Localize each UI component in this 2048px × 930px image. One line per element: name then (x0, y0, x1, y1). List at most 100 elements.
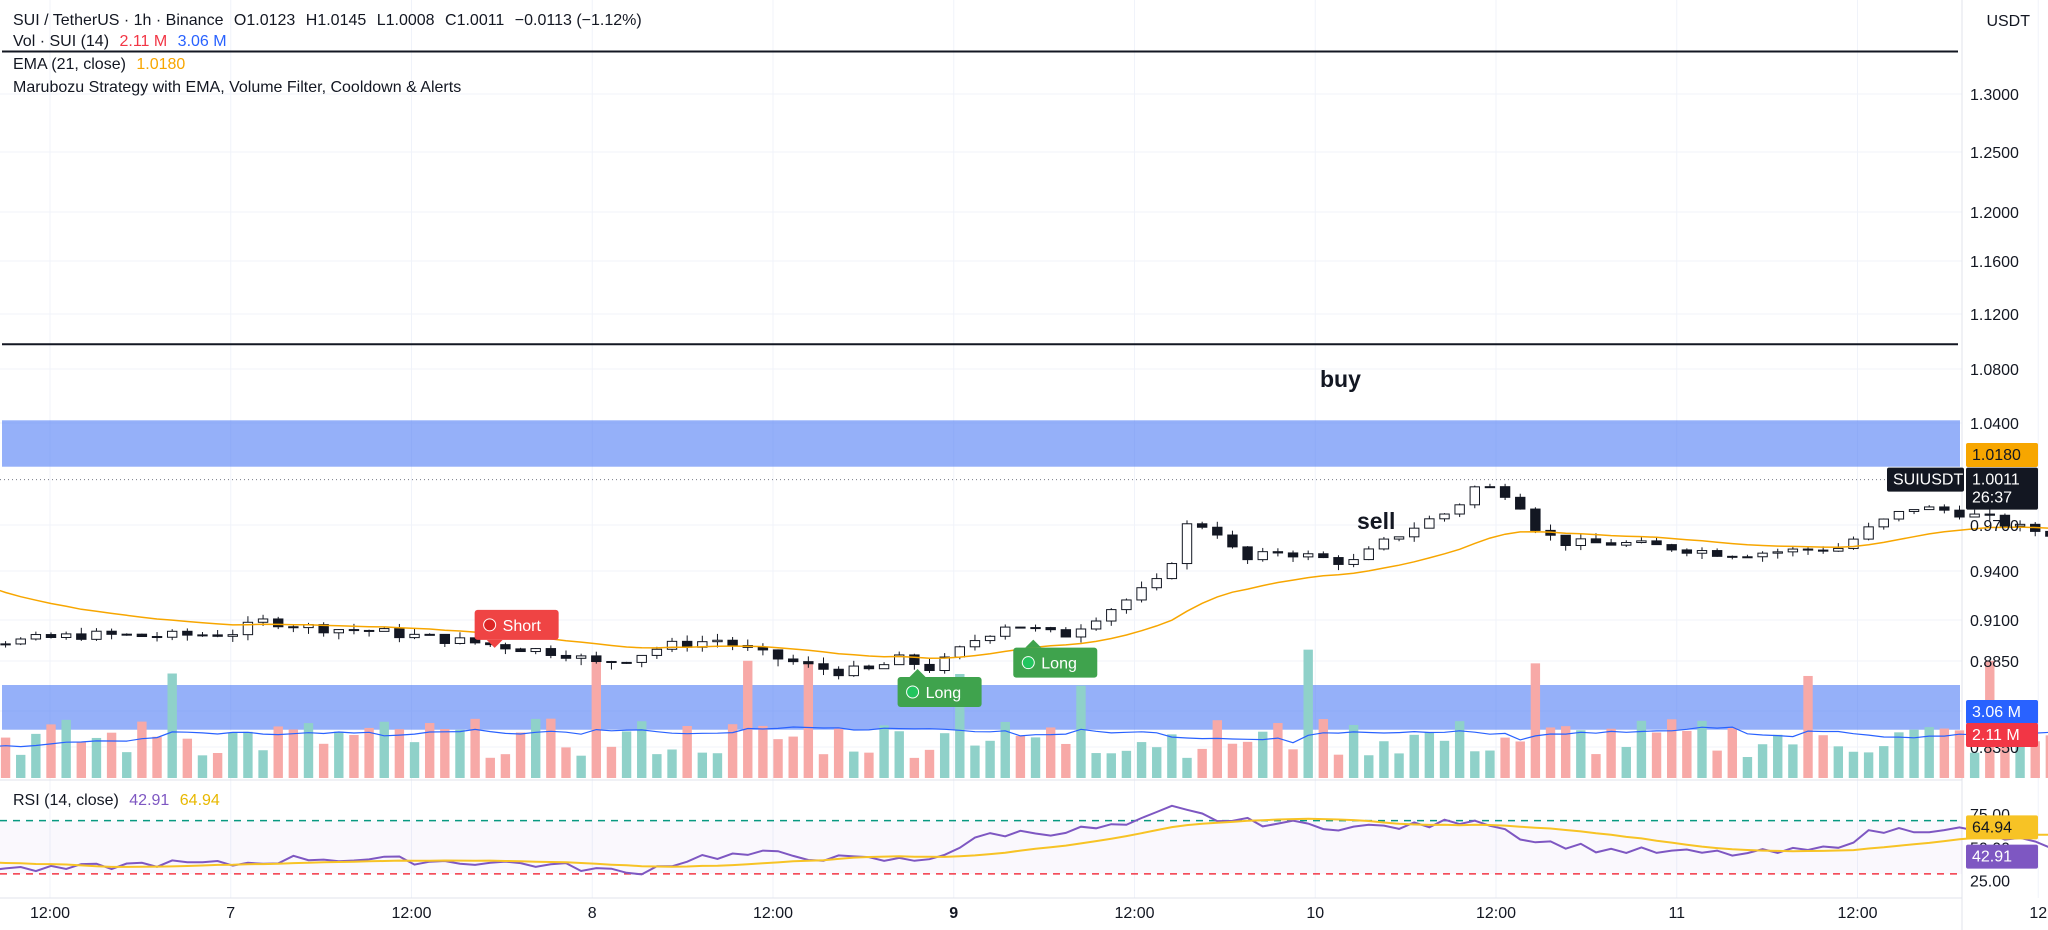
candle-body (257, 618, 269, 623)
volume-legend[interactable]: Vol · SUI (14) 2.11 M 3.06 M (13, 32, 227, 52)
volume-bar (758, 725, 768, 778)
candle-body (394, 628, 405, 639)
volume-bar (1560, 726, 1571, 778)
signal-label: Long (1041, 656, 1077, 673)
price-tick-label: 1.2500 (1970, 145, 2019, 162)
volume-bar (91, 737, 102, 778)
volume-bar (46, 724, 56, 778)
rsi-legend[interactable]: RSI (14, close) 42.91 64.94 (13, 791, 220, 811)
volume-bar (1470, 751, 1480, 778)
last-price-tag-text: 1.0011 (1972, 472, 2020, 489)
strategy-legend[interactable]: Marubozu Strategy with EMA, Volume Filte… (13, 78, 461, 98)
candle-body (1954, 509, 1965, 518)
candle-body (1605, 542, 1617, 546)
volume-bar (1182, 757, 1192, 778)
candle-body (1621, 542, 1632, 546)
rsi-ma-tag-text: 64.94 (1972, 819, 2012, 836)
candle-body (1318, 553, 1329, 559)
candle-body (939, 656, 950, 672)
candle-body (1515, 496, 1526, 510)
volume-bar (1712, 750, 1722, 778)
candle-body (712, 639, 723, 643)
volume-bar (1076, 685, 1086, 778)
candle-body (333, 629, 344, 634)
candle-body (1560, 534, 1571, 546)
buy-label: buy (1320, 366, 1361, 392)
candle-body (136, 633, 148, 638)
candle-body (1863, 526, 1874, 540)
time-tick-label: 8 (588, 905, 597, 922)
currency-label[interactable]: USDT (1986, 13, 2030, 30)
volume-bar (243, 731, 253, 778)
candle-body (76, 633, 87, 640)
candle-body (1424, 518, 1435, 529)
volume-bar (1757, 744, 1768, 778)
candle-body (1833, 547, 1844, 552)
volume-bar (318, 743, 329, 778)
volume-bar (864, 752, 874, 778)
volume-bar (1303, 649, 1313, 778)
ema-legend[interactable]: EMA (21, close) 1.0180 (13, 55, 185, 75)
price-tick-label: 0.9700 (1970, 518, 2019, 535)
volume-bar (818, 754, 829, 778)
candle-body (379, 628, 390, 632)
volume-bar (1379, 741, 1389, 778)
volume-bar (1818, 735, 1828, 778)
candle-body (15, 638, 26, 645)
candle-body (1787, 548, 1799, 553)
volume-bar (61, 719, 71, 778)
volume-bar (1121, 750, 1132, 778)
candle-body (439, 633, 451, 644)
rsi-value-tag-bg (1966, 844, 2038, 869)
ticker-tag: SUIUSDT (1887, 467, 1964, 492)
signal-long: Long (1013, 639, 1098, 678)
candle-body (1242, 546, 1253, 561)
volume-value-ma: 3.06 M (177, 33, 227, 50)
volume-down-tag-text: 2.11 M (1972, 727, 2020, 744)
price-tick-label: 0.9400 (1970, 564, 2019, 581)
volume-bar (1636, 720, 1647, 778)
volume-bar (1364, 755, 1374, 778)
candle-body (878, 664, 890, 670)
volume-bar (1258, 731, 1268, 778)
candle-body (666, 640, 678, 650)
volume-bar (531, 718, 541, 778)
ema-price-tag-text: 1.0180 (1972, 447, 2021, 464)
candle-body (1666, 544, 1677, 551)
candle-body (575, 655, 587, 659)
volume-bar (349, 734, 359, 778)
volume-down-tag: 2.11 M (1966, 723, 2038, 747)
volume-bar (106, 732, 117, 778)
candle-body (1742, 556, 1753, 559)
rsi-pane (0, 804, 2048, 876)
strategy-label: Marubozu Strategy with EMA, Volume Filte… (13, 79, 462, 96)
time-tick-label: 11 (1668, 905, 1685, 922)
candle-body (1257, 551, 1268, 561)
volume-bar (576, 755, 586, 778)
volume-bar (712, 753, 723, 778)
candle-body (197, 634, 208, 637)
candle-body (121, 633, 132, 636)
candle-body (1575, 538, 1587, 546)
volume-down-tag-bg (1966, 723, 2038, 747)
signal-box (474, 609, 559, 640)
volume-bar (1394, 753, 1404, 778)
candles (0, 483, 2048, 680)
price-tick-label: 1.3000 (1970, 87, 2019, 104)
candle-body (1484, 486, 1496, 489)
candle-body (45, 634, 57, 638)
candle-body (500, 644, 511, 650)
volume-bar (440, 728, 450, 778)
volume-bar (606, 746, 617, 778)
candle-body (1015, 626, 1026, 629)
volume-bar (682, 726, 692, 778)
volume-bar (1682, 730, 1692, 778)
candle-body (1439, 513, 1450, 520)
ema-price-tag-bg (1966, 443, 2038, 468)
time-tick-label: 12:00 (753, 905, 793, 922)
symbol-title[interactable]: SUI / TetherUS · 1h · Binance (13, 12, 224, 29)
volume-bar (167, 673, 177, 778)
signal-pointer (1025, 639, 1042, 648)
